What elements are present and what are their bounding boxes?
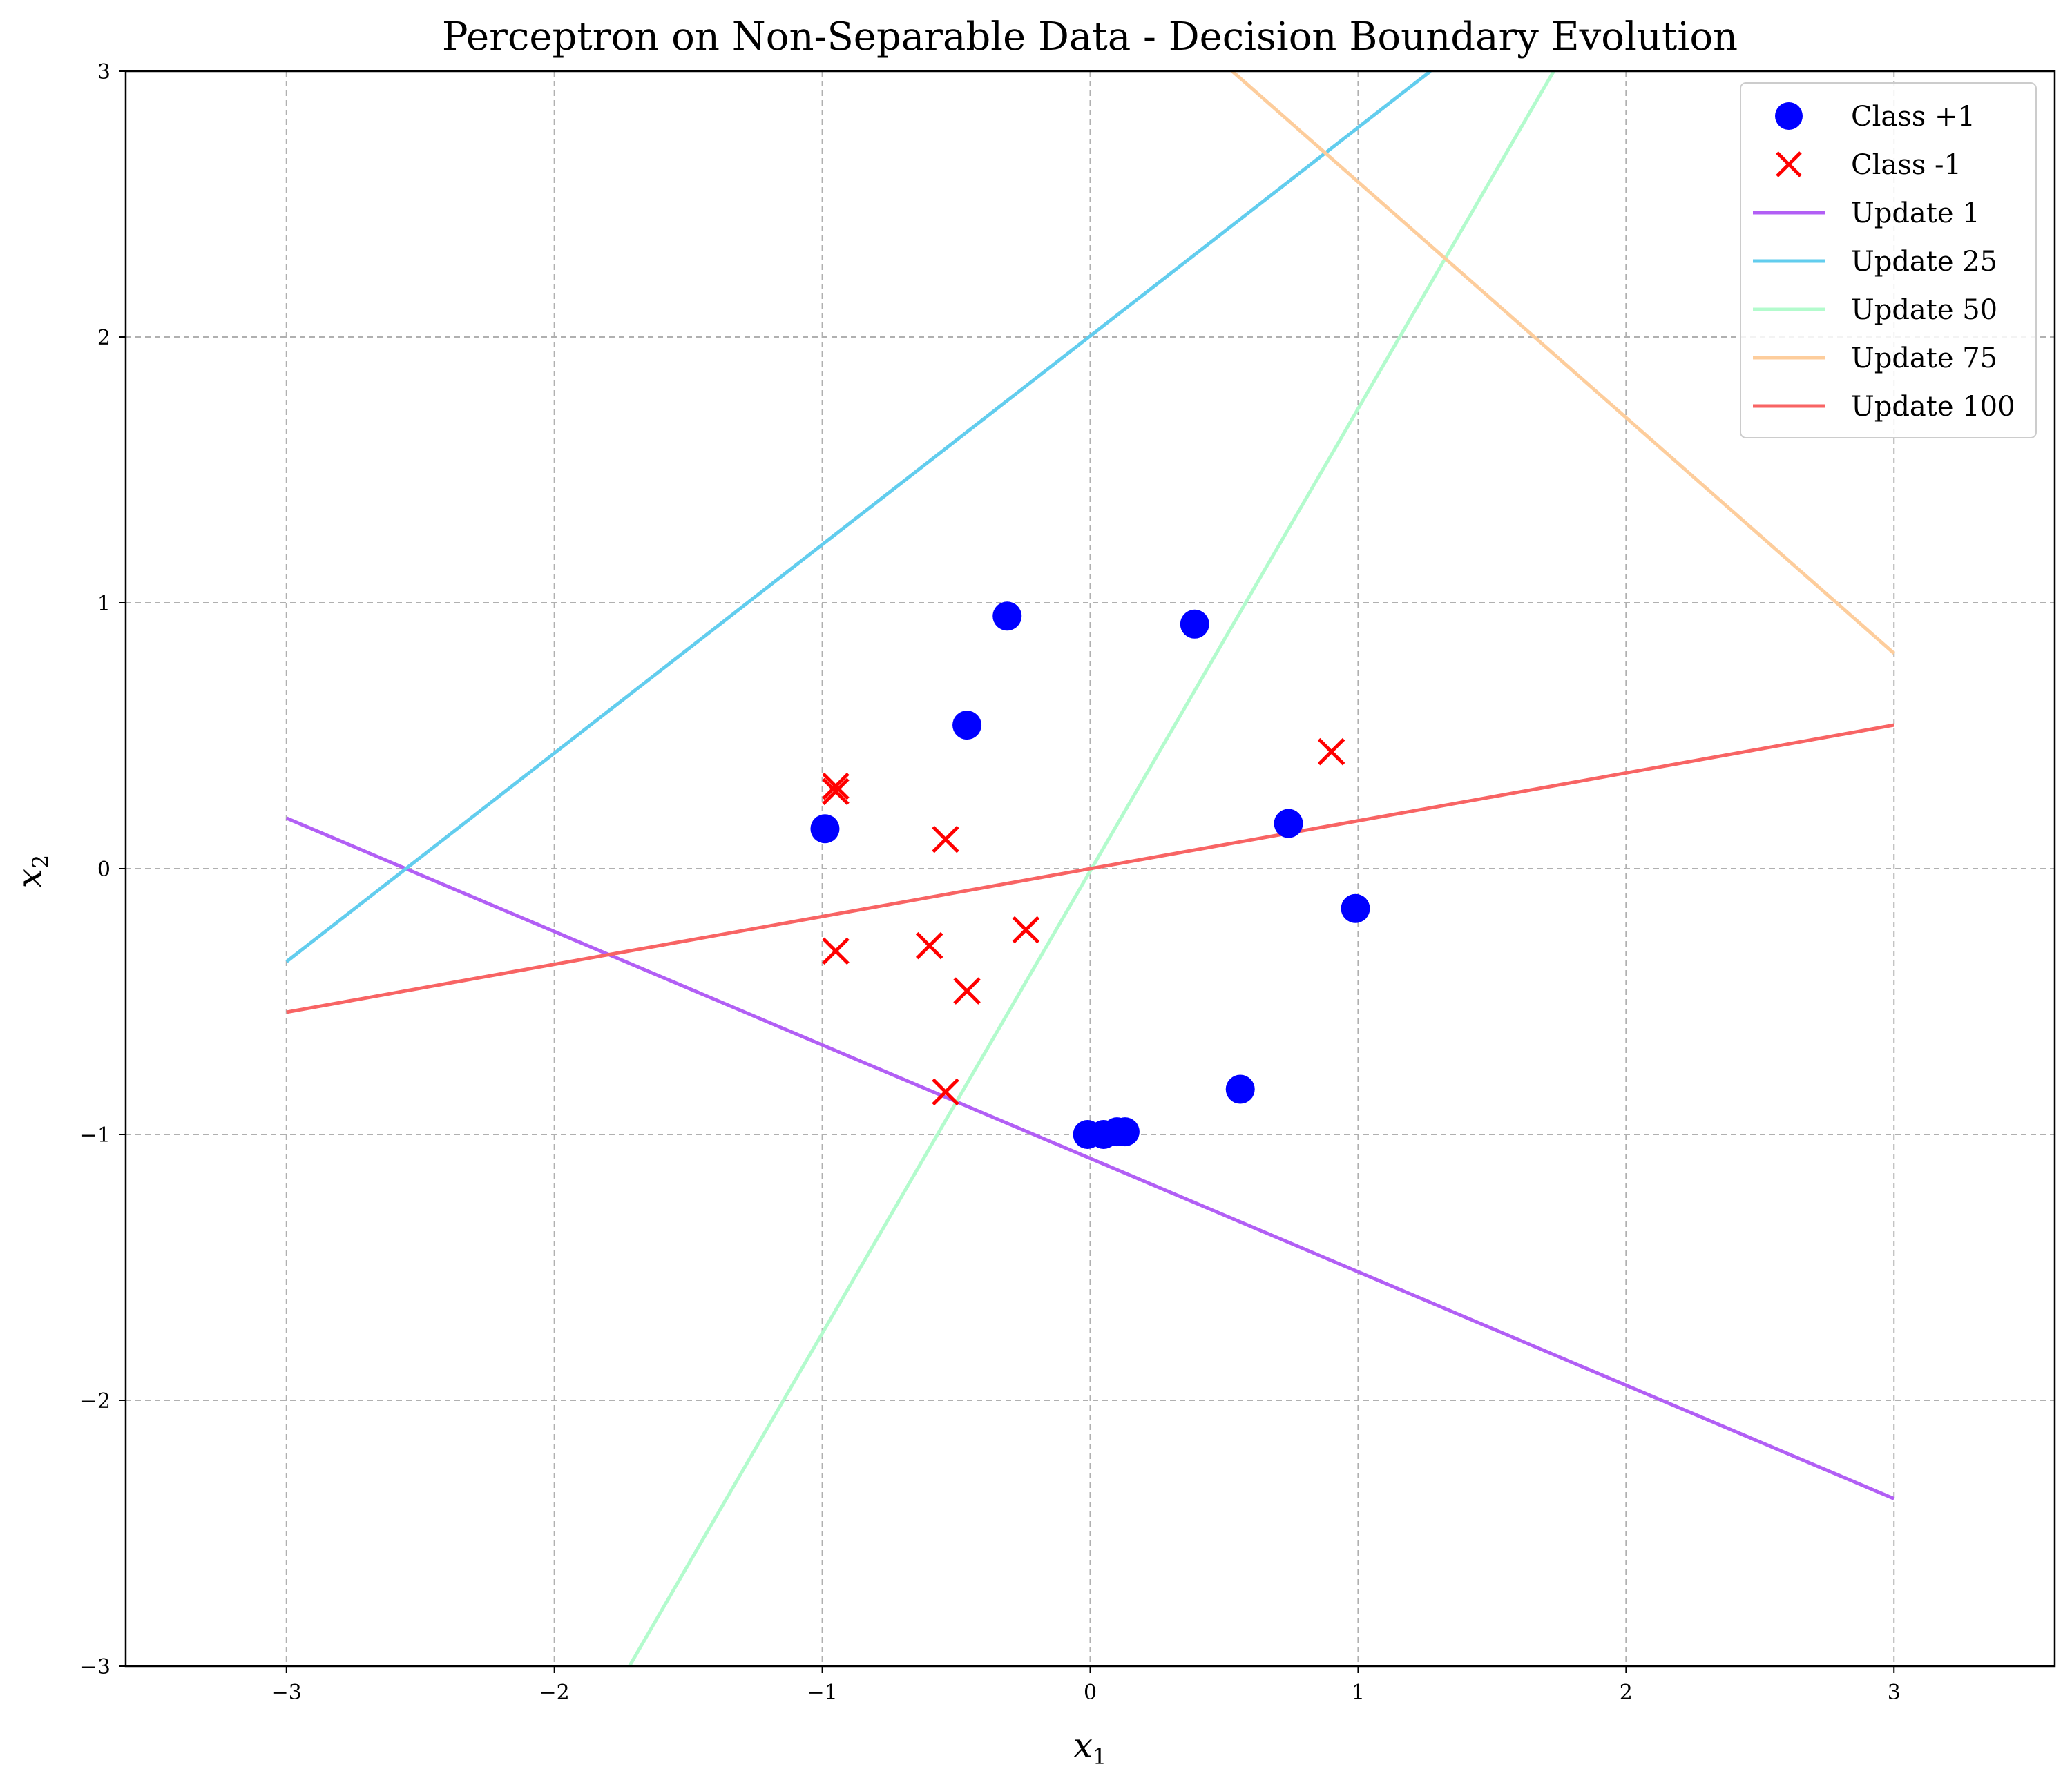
point-class-minus1 — [822, 777, 850, 806]
line-update-75 — [1231, 71, 1895, 655]
point-class-minus1 — [953, 977, 981, 1005]
line-update-100 — [286, 723, 1894, 1014]
x-tick-label: −3 — [271, 1681, 302, 1705]
x-tick-label: 2 — [1620, 1681, 1633, 1705]
point-class-minus1 — [932, 1078, 959, 1106]
chart-title: Perceptron on Non-Separable Data - Decis… — [442, 15, 1738, 59]
legend: Class +1 Class -1 Update 1 Update 25 Update … — [1740, 82, 2037, 438]
point-class-plus1 — [1180, 609, 1209, 639]
point-class-minus1 — [822, 937, 850, 965]
data-points — [810, 601, 1370, 1149]
x-tick-label: 0 — [1084, 1681, 1097, 1705]
point-class-minus1 — [1317, 737, 1345, 766]
y-tick-label: 1 — [97, 592, 111, 616]
point-class-minus1 — [932, 825, 959, 853]
point-class-minus1 — [1012, 916, 1040, 944]
legend-entry: Update 25 — [1753, 246, 1997, 278]
point-class-plus1 — [952, 711, 982, 740]
point-class-plus1 — [1341, 893, 1370, 923]
x-tick-label: −1 — [807, 1681, 837, 1705]
point-class-plus1 — [1110, 1117, 1140, 1147]
legend-label: Update 25 — [1851, 246, 1997, 278]
x-tick-label: 3 — [1888, 1681, 1901, 1705]
x-tick-label: −2 — [539, 1681, 570, 1705]
y-tick-label: −3 — [80, 1655, 111, 1679]
point-class-plus1 — [810, 814, 840, 844]
x-tick-label: 1 — [1352, 1681, 1365, 1705]
point-class-plus1 — [1274, 809, 1303, 838]
y-tick-label: 0 — [97, 858, 111, 882]
line-update-1 — [285, 816, 1895, 1500]
legend-label: Class -1 — [1851, 149, 1961, 181]
decision-boundary-lines — [285, 71, 1895, 1666]
point-class-plus1 — [992, 601, 1022, 631]
legend-label: Update 100 — [1851, 391, 2015, 423]
legend-marker-circle — [1775, 102, 1803, 130]
y-tick-label: 3 — [97, 60, 111, 84]
legend-label: Update 1 — [1851, 197, 1980, 229]
axis-ticks: −3 −2 −1 0 1 2 3 −3 −2 −1 0 1 2 3 — [80, 60, 1901, 1705]
legend-entry: Class -1 — [1776, 149, 1961, 181]
legend-box — [1740, 82, 2037, 438]
y-tick-label: 2 — [97, 326, 111, 350]
y-axis-label: x2 — [10, 855, 54, 889]
point-class-minus1 — [822, 772, 850, 800]
legend-entry: Class +1 — [1775, 101, 1975, 133]
y-axis-label-group: x2 — [10, 855, 54, 889]
line-update-25 — [285, 71, 1432, 963]
legend-entry: Update 1 — [1753, 197, 1980, 229]
point-class-plus1 — [1225, 1074, 1255, 1104]
point-class-minus1 — [915, 931, 943, 960]
x-axis-label: x1 — [1073, 1726, 1107, 1770]
y-tick-label: −2 — [80, 1389, 111, 1413]
legend-entry: Update 50 — [1753, 294, 1997, 326]
legend-label: Update 75 — [1851, 342, 1997, 374]
y-tick-label: −1 — [80, 1123, 111, 1148]
legend-entry: Update 75 — [1753, 342, 1997, 374]
legend-label: Update 50 — [1851, 294, 1997, 326]
legend-entry: Update 100 — [1753, 391, 2015, 423]
legend-label: Class +1 — [1851, 101, 1975, 133]
